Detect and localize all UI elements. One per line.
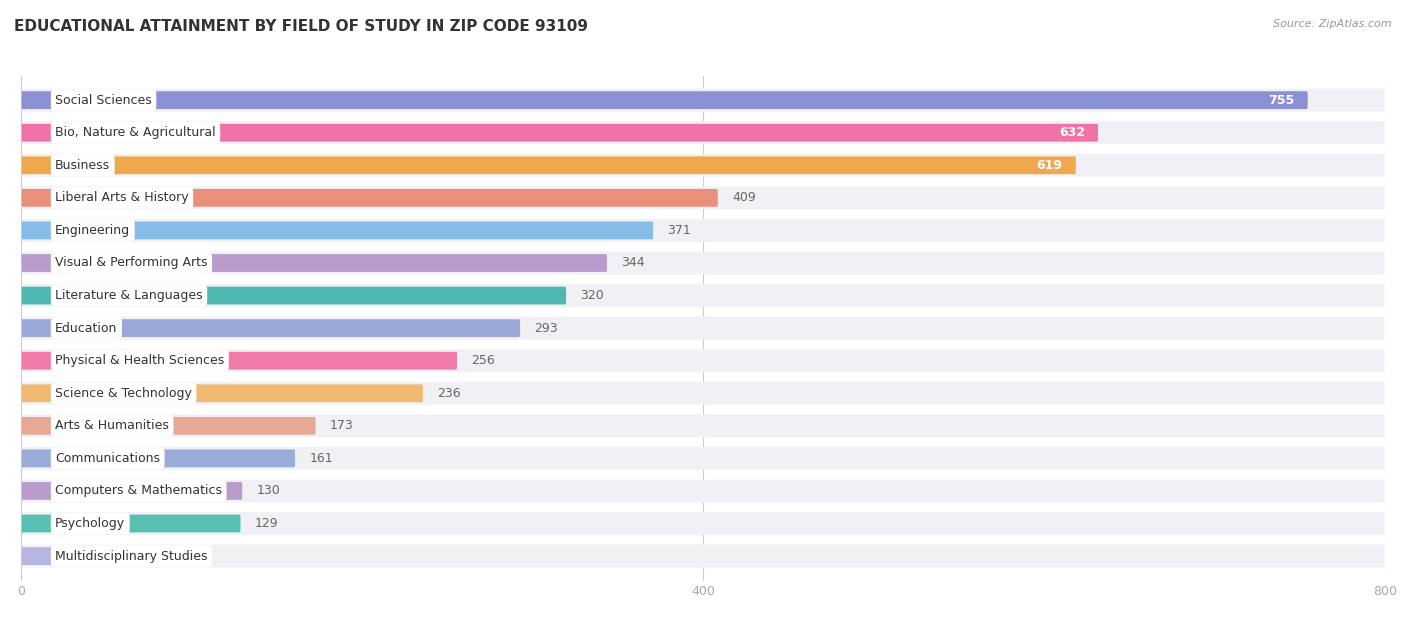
- FancyBboxPatch shape: [21, 480, 1385, 502]
- Text: 173: 173: [329, 420, 353, 432]
- FancyBboxPatch shape: [21, 545, 1385, 567]
- FancyBboxPatch shape: [21, 91, 1308, 109]
- Text: Liberal Arts & History: Liberal Arts & History: [55, 191, 188, 204]
- Text: Business: Business: [55, 159, 110, 172]
- FancyBboxPatch shape: [21, 350, 1385, 372]
- FancyBboxPatch shape: [21, 449, 295, 468]
- Text: 26: 26: [79, 550, 94, 563]
- FancyBboxPatch shape: [21, 89, 1385, 112]
- Text: 619: 619: [1036, 159, 1063, 172]
- FancyBboxPatch shape: [21, 415, 1385, 437]
- Text: Multidisciplinary Studies: Multidisciplinary Studies: [55, 550, 208, 563]
- Text: 320: 320: [581, 289, 605, 302]
- Text: Arts & Humanities: Arts & Humanities: [55, 420, 169, 432]
- Text: 256: 256: [471, 354, 495, 367]
- FancyBboxPatch shape: [21, 417, 315, 435]
- Text: Computers & Mathematics: Computers & Mathematics: [55, 485, 222, 497]
- FancyBboxPatch shape: [21, 189, 718, 207]
- FancyBboxPatch shape: [21, 482, 242, 500]
- FancyBboxPatch shape: [21, 186, 1385, 209]
- Text: Communications: Communications: [55, 452, 160, 465]
- Text: 371: 371: [668, 224, 690, 237]
- FancyBboxPatch shape: [21, 252, 1385, 274]
- Text: Source: ZipAtlas.com: Source: ZipAtlas.com: [1274, 19, 1392, 29]
- Text: Bio, Nature & Agricultural: Bio, Nature & Agricultural: [55, 126, 215, 139]
- Text: 755: 755: [1268, 93, 1295, 107]
- Text: Psychology: Psychology: [55, 517, 125, 530]
- FancyBboxPatch shape: [21, 156, 1076, 174]
- Text: Social Sciences: Social Sciences: [55, 93, 152, 107]
- Text: 129: 129: [254, 517, 278, 530]
- Text: Engineering: Engineering: [55, 224, 131, 237]
- FancyBboxPatch shape: [21, 382, 1385, 404]
- Text: Physical & Health Sciences: Physical & Health Sciences: [55, 354, 225, 367]
- FancyBboxPatch shape: [21, 547, 65, 565]
- Text: Education: Education: [55, 322, 118, 334]
- FancyBboxPatch shape: [21, 512, 1385, 535]
- FancyBboxPatch shape: [21, 447, 1385, 470]
- Text: Science & Technology: Science & Technology: [55, 387, 193, 400]
- Text: 409: 409: [733, 191, 756, 204]
- Text: Literature & Languages: Literature & Languages: [55, 289, 202, 302]
- Text: EDUCATIONAL ATTAINMENT BY FIELD OF STUDY IN ZIP CODE 93109: EDUCATIONAL ATTAINMENT BY FIELD OF STUDY…: [14, 19, 588, 34]
- FancyBboxPatch shape: [21, 254, 607, 272]
- FancyBboxPatch shape: [21, 515, 240, 533]
- FancyBboxPatch shape: [21, 124, 1098, 141]
- FancyBboxPatch shape: [21, 219, 1385, 242]
- Text: Visual & Performing Arts: Visual & Performing Arts: [55, 256, 208, 269]
- FancyBboxPatch shape: [21, 221, 654, 239]
- Text: 632: 632: [1059, 126, 1085, 139]
- Text: 161: 161: [309, 452, 333, 465]
- FancyBboxPatch shape: [21, 284, 1385, 307]
- FancyBboxPatch shape: [21, 317, 1385, 339]
- Text: 293: 293: [534, 322, 558, 334]
- FancyBboxPatch shape: [21, 154, 1385, 177]
- FancyBboxPatch shape: [21, 384, 423, 402]
- FancyBboxPatch shape: [21, 352, 457, 370]
- Text: 130: 130: [256, 485, 280, 497]
- FancyBboxPatch shape: [21, 319, 520, 337]
- Text: 344: 344: [621, 256, 645, 269]
- FancyBboxPatch shape: [21, 121, 1385, 144]
- FancyBboxPatch shape: [21, 286, 567, 304]
- Text: 236: 236: [437, 387, 461, 400]
